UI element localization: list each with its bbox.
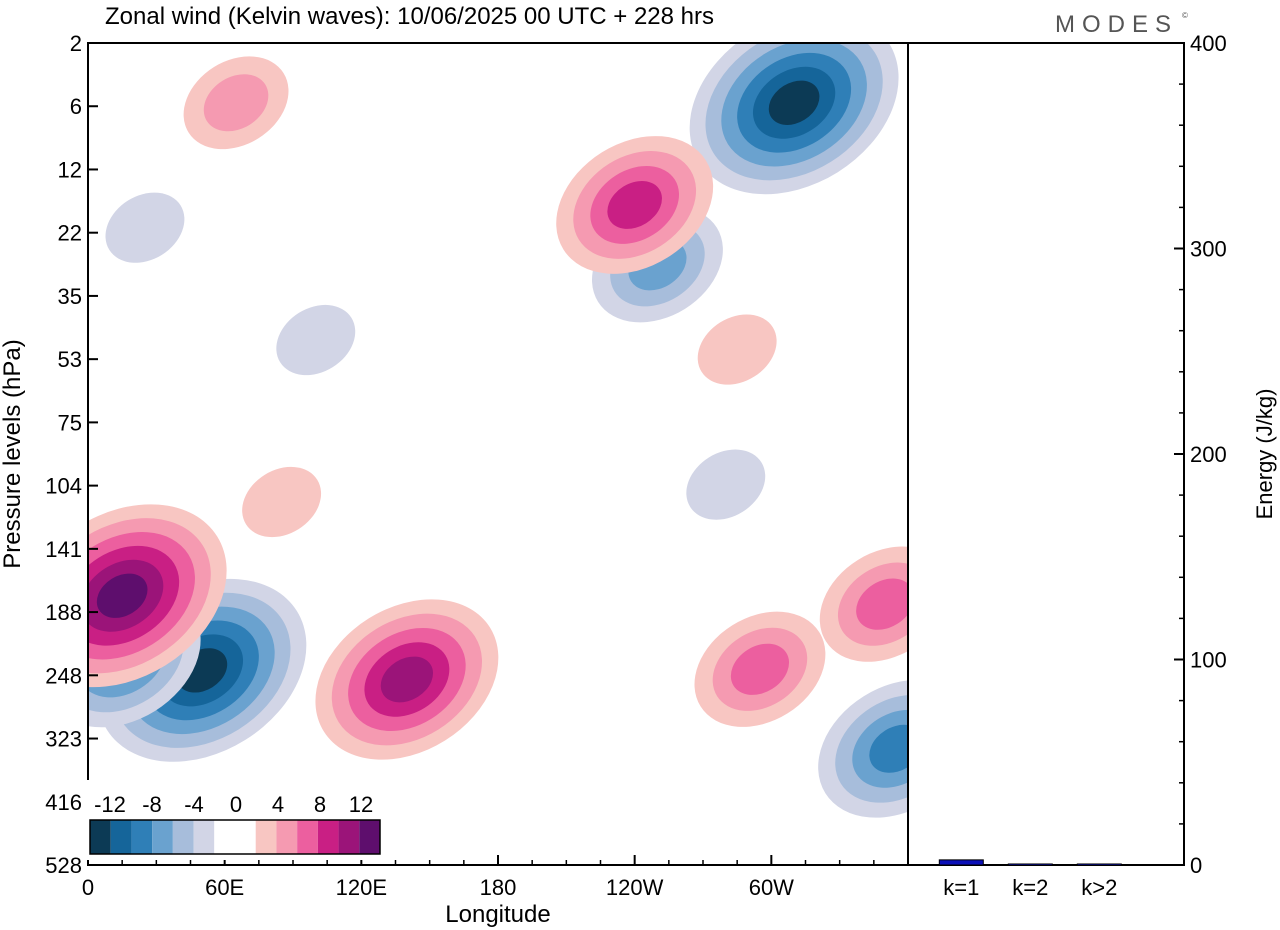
wind-anomaly-easterly-5 — [686, 449, 766, 520]
brand-text: MODES — [1055, 11, 1178, 38]
colorbar-swatch — [338, 820, 360, 854]
contour-level-2 — [203, 74, 269, 132]
wind-anomaly-westerly-10 — [694, 611, 826, 727]
contour-level-4 — [869, 724, 908, 773]
colorbar-swatch — [172, 820, 194, 854]
colorbar-swatch — [152, 820, 173, 854]
y-tick-label: 6 — [70, 94, 82, 119]
colorbar-label: 12 — [349, 792, 373, 817]
contour-level-1 — [242, 466, 322, 538]
wind-anomaly-westerly-12 — [556, 136, 714, 274]
contour-level-6 — [96, 573, 148, 618]
y-tick-label: 188 — [45, 600, 82, 625]
energy-bar-3 — [1076, 863, 1122, 866]
energy-bar-1 — [938, 859, 984, 866]
y-tick-label: 35 — [58, 284, 82, 309]
contour-level-6 — [768, 80, 820, 125]
contour-level-3 — [856, 578, 908, 630]
contour-level-4 — [607, 180, 662, 229]
x-tick-label: 180 — [480, 875, 517, 900]
y-tick-label: 12 — [58, 157, 82, 182]
wind-anomaly-easterly-6 — [105, 192, 185, 263]
colorbar-label: 4 — [272, 792, 284, 817]
y-tick-label: 141 — [45, 537, 82, 562]
x-tick-label: 120W — [606, 875, 664, 900]
colorbar-swatch — [131, 820, 153, 854]
y-tick-label: 416 — [45, 790, 82, 815]
y-tick-label: 528 — [45, 853, 82, 878]
y-tick-label: 323 — [45, 727, 82, 752]
colorbar-swatch — [110, 820, 132, 854]
y-axis-title: Pressure levels (hPa) — [0, 339, 26, 568]
contour-level-5 — [380, 656, 434, 703]
x-tick-label: 60W — [749, 875, 794, 900]
contour-level-3 — [730, 643, 790, 695]
wind-anomaly-easterly-7 — [276, 304, 356, 376]
colorbar-legend: -12 -8 -4 0 4 8 12 — [85, 780, 385, 860]
contour-level-1 — [686, 449, 766, 520]
energy-axis: 0 100 200 300 400 — [1174, 31, 1227, 878]
wind-anomaly-westerly-9 — [315, 599, 499, 760]
brand-logo: MODES © — [1055, 11, 1188, 38]
colorbar-swatch — [90, 820, 111, 854]
x-tick-label: 0 — [82, 875, 94, 900]
x-tick-label: 60E — [205, 875, 244, 900]
energy-bars: k=1 k=2 k>2 — [938, 859, 1122, 900]
y-tick-label: 53 — [58, 347, 82, 372]
energy-bar-2 — [1007, 863, 1053, 866]
energy-plot-frame — [907, 42, 1185, 866]
colorbar-label: -12 — [94, 792, 126, 817]
colorbar-label: -4 — [184, 792, 204, 817]
wind-anomaly-easterly-2 — [818, 679, 908, 818]
colorbar-swatch — [193, 820, 215, 854]
energy-category-label: k>2 — [1081, 875, 1117, 900]
wind-anomaly-westerly-13 — [242, 466, 322, 538]
wind-anomaly-easterly-3 — [689, 43, 899, 195]
colorbar-swatch — [276, 820, 298, 854]
wind-anomaly-westerly-15 — [697, 314, 777, 385]
wind-anomaly-westerly-14 — [183, 56, 289, 150]
energy-axis-title: Energy (J/kg) — [1252, 389, 1277, 520]
x-axis-title: Longitude — [445, 901, 550, 928]
x-tick-label: 120E — [336, 875, 387, 900]
colorbar-swatch — [214, 820, 235, 854]
wind-anomaly-westerly-8 — [88, 504, 227, 688]
contour-level-1 — [276, 304, 356, 376]
y-tick-label: 2 — [70, 31, 82, 56]
energy-category-label: k=2 — [1012, 875, 1048, 900]
colorbar-label: 8 — [314, 792, 326, 817]
colorbar-swatch — [317, 820, 339, 854]
y-tick-label: 22 — [58, 221, 82, 246]
colorbar-label: 0 — [230, 792, 242, 817]
energy-tick-label: 200 — [1190, 442, 1227, 467]
colorbar-swatch — [235, 820, 256, 854]
energy-tick-label: 400 — [1190, 31, 1227, 56]
y-tick-label: 75 — [58, 410, 82, 435]
energy-tick-label: 0 — [1190, 853, 1202, 878]
colorbar-swatch — [297, 820, 318, 854]
heatmap-plot-area — [88, 43, 908, 818]
colorbar-swatch — [359, 820, 380, 854]
energy-tick-label: 300 — [1190, 237, 1227, 262]
y-tick-label: 248 — [45, 663, 82, 688]
contour-level-1 — [697, 314, 777, 385]
energy-category-label: k=1 — [943, 875, 979, 900]
y-axis: 2 6 12 22 35 53 75 104 141 188 248 323 416 528 — [45, 31, 98, 878]
x-axis: 0 60E 120E 180 120W 60W — [82, 855, 875, 900]
y-tick-label: 104 — [45, 474, 82, 499]
wind-anomaly-westerly-11 — [819, 546, 908, 662]
colorbar-frame — [89, 819, 381, 855]
colorbar-swatch — [255, 820, 277, 854]
brand-mark: © — [1182, 11, 1188, 20]
chart-title: Zonal wind (Kelvin waves): 10/06/2025 00… — [105, 3, 714, 30]
energy-tick-label: 100 — [1190, 648, 1227, 673]
contour-level-1 — [105, 192, 185, 263]
colorbar-label: -8 — [142, 792, 162, 817]
